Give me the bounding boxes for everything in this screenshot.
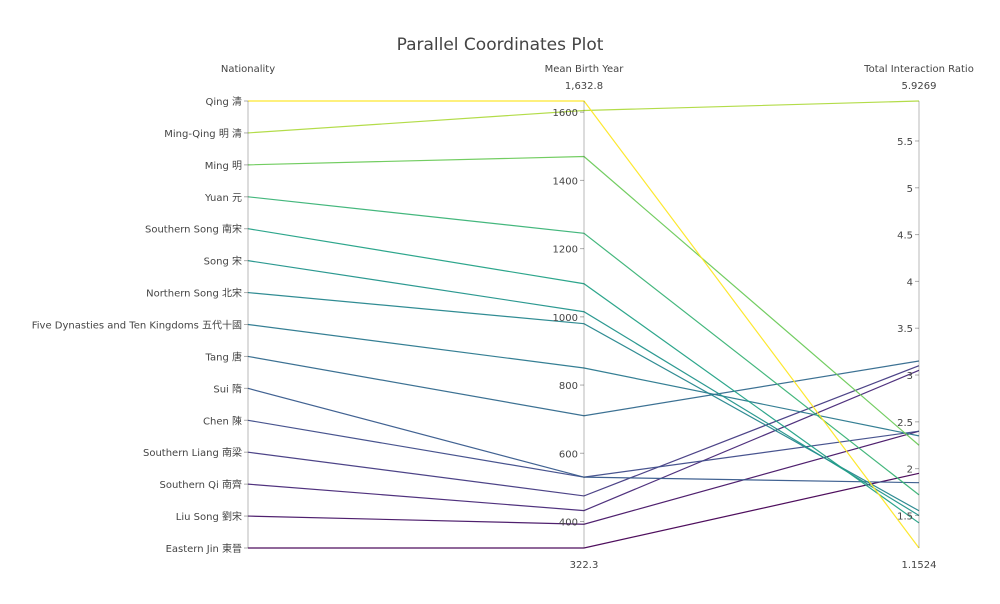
category-label: Five Dynasties and Ten Kingdoms 五代十國 [32, 319, 242, 332]
record-line [247, 228, 920, 524]
axis-range-min: 322.3 [570, 560, 599, 571]
tick-label: 1.5 [897, 511, 913, 522]
tick-label: 600 [559, 449, 578, 460]
record-line [247, 196, 920, 496]
category-label: Eastern Jin 東晉 [166, 542, 242, 555]
tick-label: 800 [559, 381, 578, 392]
record-line [247, 260, 920, 516]
category-label: Chen 陳 [203, 415, 242, 427]
category-label: Qing 清 [205, 95, 242, 108]
axis-title: Total Interaction Ratio [863, 64, 974, 75]
record-line [248, 472, 920, 549]
record-line [247, 323, 920, 437]
tick-label: 1000 [553, 313, 578, 324]
record-line [248, 100, 920, 549]
tick-label: 2 [907, 465, 913, 476]
category-label: Ming 明 [205, 160, 242, 172]
axis-range-max: 5.9269 [902, 81, 937, 92]
axes: Nationality Eastern Jin 東晉 Liu Song 劉宋 Sout… [32, 64, 974, 571]
axis-range-min: 1.1524 [902, 560, 937, 571]
category-label: Southern Qi 南齊 [160, 478, 243, 491]
category-label: Yuan 元 [204, 193, 242, 204]
tick-label: 5 [907, 184, 913, 195]
category-label: Ming-Qing 明 清 [164, 127, 242, 140]
record-line [247, 291, 920, 512]
category-label: Sui 隋 [213, 382, 242, 395]
tick-label: 2.5 [897, 418, 913, 429]
data-lines [247, 100, 920, 549]
axis-title: Nationality [221, 64, 275, 75]
tick-label: 4.5 [897, 231, 913, 242]
category-label: Liu Song 劉宋 [176, 510, 242, 523]
tick-label: 3.5 [897, 324, 913, 335]
axis-title: Mean Birth Year [545, 64, 625, 75]
record-line [247, 100, 920, 134]
chart-title: Parallel Coordinates Plot [397, 35, 604, 55]
tick-label: 5.5 [897, 137, 913, 148]
record-line [247, 155, 920, 446]
axis-range-max: 1,632.8 [565, 81, 603, 92]
record-line [247, 365, 920, 497]
category-label: Southern Liang 南梁 [143, 446, 242, 459]
record-line [247, 430, 920, 525]
tick-label: 400 [559, 517, 578, 528]
category-label: Northern Song 北宋 [146, 287, 242, 300]
record-line [247, 355, 920, 417]
tick-label: 1400 [553, 176, 578, 187]
category-label: Song 宋 [204, 255, 242, 268]
tick-label: 1600 [553, 108, 578, 119]
category-label: Southern Song 南宋 [145, 223, 242, 236]
record-line [247, 387, 920, 484]
category-label: Tang 唐 [205, 350, 242, 363]
tick-label: 3 [907, 371, 913, 382]
record-line [247, 369, 920, 512]
tick-label: 1200 [553, 245, 578, 256]
tick-label: 4 [907, 277, 913, 288]
